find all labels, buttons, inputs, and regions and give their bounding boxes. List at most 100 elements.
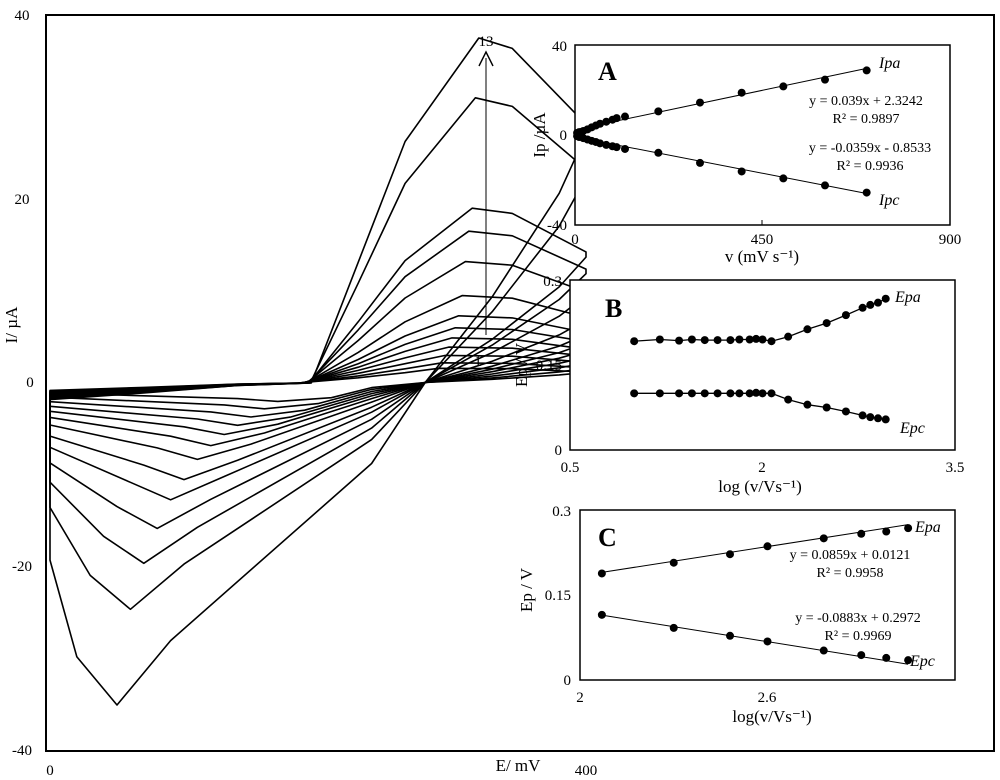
plotB-point-epa — [784, 332, 793, 341]
plotA-point-ipa — [737, 88, 746, 97]
plotB-point-epa — [735, 335, 744, 344]
plotA-point-ipc — [602, 140, 611, 149]
plotB-point-epc — [752, 388, 761, 397]
plotA-point-ipc — [737, 167, 746, 176]
plotB-point-epa — [745, 335, 754, 344]
panel-c-y-axis-title: Ep / V — [517, 567, 536, 612]
panel-c-epa-r2: R² = 0.9958 — [817, 566, 884, 581]
plotB-point-epc — [822, 403, 831, 412]
panel-a-ipa-label: Ipa — [878, 55, 900, 72]
plotA-point-ipc — [696, 158, 704, 167]
panel-a-ytick-0: 0 — [560, 128, 568, 144]
panel-b-letter: B — [605, 294, 622, 323]
panel-a-y-axis-title: Ip /µA — [530, 112, 549, 158]
panel-b-xtick-2: 2 — [758, 460, 766, 476]
panel-a-ipa-equation: y = 0.039x + 2.3242 — [809, 94, 923, 109]
panel-c-epc-equation: y = -0.0883x + 0.2972 — [795, 611, 920, 626]
plotB-point-epc — [858, 411, 867, 420]
plotC-point-epc — [597, 610, 606, 619]
cv-ytick-0: 0 — [26, 375, 34, 391]
plotA-point-ipa — [821, 75, 829, 84]
plotC-point-epc — [904, 656, 913, 665]
plotB-point-epc — [841, 407, 850, 416]
plotA-point-ipa — [696, 98, 704, 107]
plotB-point-epa — [874, 298, 882, 307]
plotB-point-epc — [803, 400, 812, 409]
panel-a-ipc-r2: R² = 0.9936 — [837, 159, 904, 174]
panel-a-ipa-r2: R² = 0.9897 — [833, 112, 900, 127]
plotC-point-epa — [726, 550, 734, 559]
panel-a-xtick-0: 0 — [571, 232, 579, 248]
cv-ytick-minus20: -20 — [12, 559, 32, 575]
panel-a-xtick-900: 900 — [939, 232, 962, 248]
plotB-point-epa — [655, 335, 664, 344]
plotB-point-epc — [713, 389, 722, 398]
plotB-point-epc — [675, 389, 684, 398]
panel-a-plot — [573, 66, 871, 225]
plotB-point-epa — [700, 336, 709, 345]
plotC-point-epa — [857, 529, 866, 538]
panel-a-letter: A — [598, 57, 617, 86]
plotB-point-epa — [767, 337, 776, 346]
plotB-point-epc — [655, 389, 664, 398]
plotC-point-epa — [904, 524, 913, 533]
panel-b-ytick-0: 0 — [555, 443, 563, 459]
plotA-point-ipc — [862, 188, 871, 197]
plotB-point-epa — [675, 336, 684, 345]
plotB-point-epc — [630, 389, 639, 398]
panel-b-ytick-0.15: 0.15 — [536, 358, 562, 374]
cv-curve-scan-12 — [49, 97, 587, 611]
plotA-point-ipc — [612, 143, 621, 152]
plotC-point-epc — [669, 623, 678, 632]
panel-c-letter: C — [598, 523, 617, 552]
scan-label-first: 1 — [474, 354, 482, 370]
plotC-point-epc — [763, 637, 772, 646]
panel-c-epa-equation: y = 0.0859x + 0.0121 — [790, 548, 911, 563]
cv-curve-scan-4 — [49, 346, 587, 427]
cv-ytick-20: 20 — [15, 192, 30, 208]
plotA-point-ipa — [602, 117, 611, 126]
panel-c-frame — [579, 509, 956, 681]
panel-c-ytick-0: 0 — [564, 673, 572, 689]
plotB-point-epa — [713, 336, 722, 345]
panel-a-ipc-equation: y = -0.0359x - 0.8533 — [809, 141, 931, 156]
plotA-point-ipa — [654, 107, 663, 116]
panel-b-ytick-0.3: 0.3 — [543, 274, 562, 290]
scan-direction-arrowhead — [478, 50, 494, 67]
panel-c-ytick-0.3: 0.3 — [552, 504, 571, 520]
panel-c-epa-label: Epa — [914, 519, 941, 536]
cv-ytick-minus40: -40 — [12, 743, 32, 759]
plotA-point-ipa — [596, 119, 604, 128]
panel-b-epc-label: Epc — [899, 420, 925, 437]
plotA-point-ipa — [862, 66, 871, 75]
panel-a-x-axis-title: v (mV s⁻¹) — [725, 247, 799, 266]
panel-b-plot — [630, 294, 890, 424]
plotC-point-epc — [726, 631, 734, 640]
plotA-point-ipa — [779, 82, 788, 91]
panel-c-epc-label: Epc — [909, 653, 935, 670]
plotB-point-epa — [758, 335, 767, 344]
plotC-point-epc — [857, 651, 866, 660]
plotA-point-ipa — [621, 112, 629, 121]
plotA-point-ipa — [612, 114, 621, 123]
cv-y-axis-title: I/ µA — [2, 306, 21, 343]
plotC-point-epc — [882, 653, 891, 662]
plotB-point-epa — [803, 325, 812, 334]
plotB-point-epa — [822, 319, 831, 328]
cv-plot-frame — [45, 14, 995, 752]
plotB-point-epa — [881, 294, 890, 303]
plotB-point-epc — [735, 389, 744, 398]
panel-c-epc-r2: R² = 0.9969 — [825, 629, 892, 644]
plotA-point-ipc — [596, 139, 604, 148]
panel-c-x-axis-title: log(v/Vs⁻¹) — [732, 707, 811, 726]
panel-a: A 40 0 -40 0 450 900 v (mV s⁻¹) Ip /µA y… — [530, 39, 961, 266]
plotB-point-epc — [758, 389, 767, 398]
plotC-point-epa — [669, 558, 678, 567]
plotB-point-epc — [784, 395, 793, 404]
panel-b-x-axis-title: log (v/Vs⁻¹) — [718, 477, 801, 496]
panel-a-xtick-450: 450 — [751, 232, 774, 248]
plotA-point-ipc — [821, 181, 829, 190]
cv-x-axis-title: E/ mV — [496, 756, 542, 775]
plotC-point-epa — [597, 569, 606, 578]
